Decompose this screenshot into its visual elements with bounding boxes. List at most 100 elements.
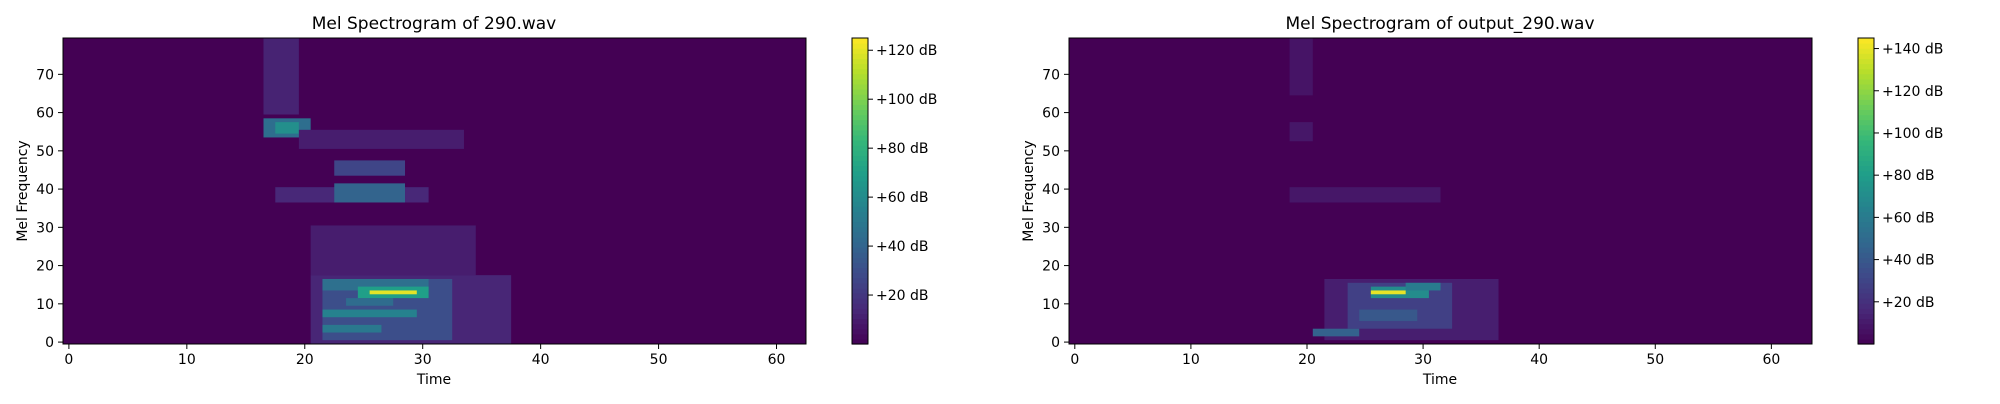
heatmap-cell bbox=[1312, 328, 1360, 337]
colorbar-segment bbox=[1858, 83, 1874, 90]
colorbar-segment bbox=[1858, 236, 1874, 243]
y-tick-label: 60 bbox=[1042, 106, 1060, 122]
colorbar-segment bbox=[852, 160, 868, 167]
colorbar-segment bbox=[852, 63, 868, 70]
heatmap-cell bbox=[322, 278, 429, 291]
colorbar-segment bbox=[852, 145, 868, 151]
colorbar-segment bbox=[852, 267, 868, 274]
colorbar-segment bbox=[852, 150, 868, 156]
colorbar-segment bbox=[1858, 89, 1874, 95]
colorbar-segment bbox=[1858, 318, 1874, 325]
y-tick-label: 0 bbox=[1051, 335, 1060, 351]
y-tick-label: 40 bbox=[36, 182, 54, 198]
colorbar-segment bbox=[852, 134, 868, 141]
colorbar-segment bbox=[852, 185, 868, 192]
heatmap-cells-right bbox=[1289, 38, 1499, 341]
colorbar-segment bbox=[1858, 145, 1874, 151]
y-tick-label: 10 bbox=[1042, 297, 1060, 313]
colorbar-segment bbox=[852, 328, 868, 335]
colorbar-segment bbox=[1858, 185, 1874, 192]
colorbar-segment bbox=[852, 140, 868, 146]
colorbar-segment bbox=[1858, 211, 1874, 218]
colorbar-frame bbox=[1857, 37, 1875, 345]
heatmap-cell bbox=[275, 122, 299, 134]
x-tick-label: 30 bbox=[414, 352, 432, 368]
colorbar-segment bbox=[852, 216, 868, 223]
x-axis-label-left: Time bbox=[416, 372, 451, 388]
colorbar-segment bbox=[852, 83, 868, 90]
colorbar-segment bbox=[1858, 272, 1874, 279]
colorbar-segment bbox=[852, 236, 868, 243]
heatmap-cell bbox=[334, 160, 406, 176]
heatmap-cell bbox=[1359, 309, 1418, 322]
colorbar-segment bbox=[1858, 257, 1874, 263]
colorbar-segment bbox=[852, 38, 868, 44]
y-tick-label: 20 bbox=[1042, 259, 1060, 275]
colorbar-segment bbox=[1858, 338, 1874, 345]
colorbar-segment bbox=[852, 282, 868, 289]
colorbar-segment bbox=[1858, 252, 1874, 258]
colorbar-segment bbox=[1858, 191, 1874, 197]
colorbar-segment bbox=[1858, 43, 1874, 49]
x-tick-label: 0 bbox=[64, 352, 73, 368]
colorbar-segment bbox=[1858, 160, 1874, 167]
colorbar-segment bbox=[852, 124, 868, 131]
y-axis-label-left: Mel Frequency bbox=[15, 140, 31, 241]
colorbar-segment bbox=[852, 313, 868, 320]
colorbar-tick-label: +120 dB bbox=[1882, 84, 1943, 100]
colorbar-segment bbox=[852, 48, 868, 54]
colorbar-segment bbox=[852, 129, 868, 136]
colorbar-segment bbox=[1858, 196, 1874, 202]
colorbar-segment bbox=[852, 43, 868, 49]
chart-panel-right: Mel Spectrogram of output_290.wav 0 10 20 3… bbox=[1021, 14, 1943, 388]
heatmap-cell bbox=[1289, 187, 1441, 203]
colorbar-segment bbox=[852, 308, 868, 314]
colorbar-segment bbox=[1858, 150, 1874, 156]
heatmap-cell bbox=[334, 183, 406, 203]
y-tick-label: 20 bbox=[36, 259, 54, 275]
x-tick-label: 60 bbox=[768, 352, 786, 368]
colorbar-segment bbox=[852, 338, 868, 345]
x-tick-label: 60 bbox=[1762, 352, 1780, 368]
heatmap-cell bbox=[369, 290, 417, 295]
colorbar-segment bbox=[1858, 328, 1874, 335]
colorbar-segment bbox=[852, 333, 868, 340]
colorbar-segment bbox=[1858, 175, 1874, 182]
x-ticks-right: 0 10 20 30 40 50 60 bbox=[1070, 344, 1780, 368]
y-tick-label: 60 bbox=[36, 106, 54, 122]
heatmap-cell bbox=[322, 309, 417, 318]
colorbar-segment bbox=[852, 242, 868, 248]
colorbar-segment bbox=[1858, 282, 1874, 289]
plot-frame-right bbox=[1068, 37, 1813, 345]
colorbar-segment bbox=[852, 277, 868, 284]
x-tick-label: 40 bbox=[1530, 352, 1548, 368]
y-tick-label: 50 bbox=[1042, 144, 1060, 160]
heatmap-cell bbox=[1370, 290, 1406, 295]
colorbar-segment bbox=[1858, 94, 1874, 100]
colorbar-segment bbox=[852, 165, 868, 172]
heatmap-cell bbox=[310, 225, 476, 276]
colorbar-segment bbox=[852, 114, 868, 121]
colorbar-segment bbox=[852, 94, 868, 100]
colorbar-segment bbox=[852, 298, 868, 304]
colorbar-tick-label: +40 dB bbox=[1882, 253, 1935, 269]
colorbar-segment bbox=[1858, 216, 1874, 223]
x-ticks-left: 0 10 20 30 40 50 60 bbox=[64, 344, 785, 368]
y-axis-label-right: Mel Frequency bbox=[1021, 140, 1037, 241]
colorbar-tick-label: +80 dB bbox=[1882, 168, 1935, 184]
colorbar-segment bbox=[852, 68, 868, 75]
colorbar-segment bbox=[852, 206, 868, 212]
colorbar-segment bbox=[852, 221, 868, 228]
colorbar-segment bbox=[852, 262, 868, 269]
colorbar-segment bbox=[1858, 333, 1874, 340]
colorbar-segment bbox=[1858, 303, 1874, 309]
colorbar-segment bbox=[1858, 277, 1874, 284]
colorbar-segment bbox=[852, 58, 868, 65]
colorbar-segment bbox=[852, 231, 868, 238]
colorbar-segment bbox=[1858, 170, 1874, 177]
colorbar-segment bbox=[1858, 247, 1874, 253]
colorbar-segment bbox=[852, 89, 868, 95]
y-tick-label: 0 bbox=[45, 335, 54, 351]
colorbar-segment bbox=[1858, 262, 1874, 269]
